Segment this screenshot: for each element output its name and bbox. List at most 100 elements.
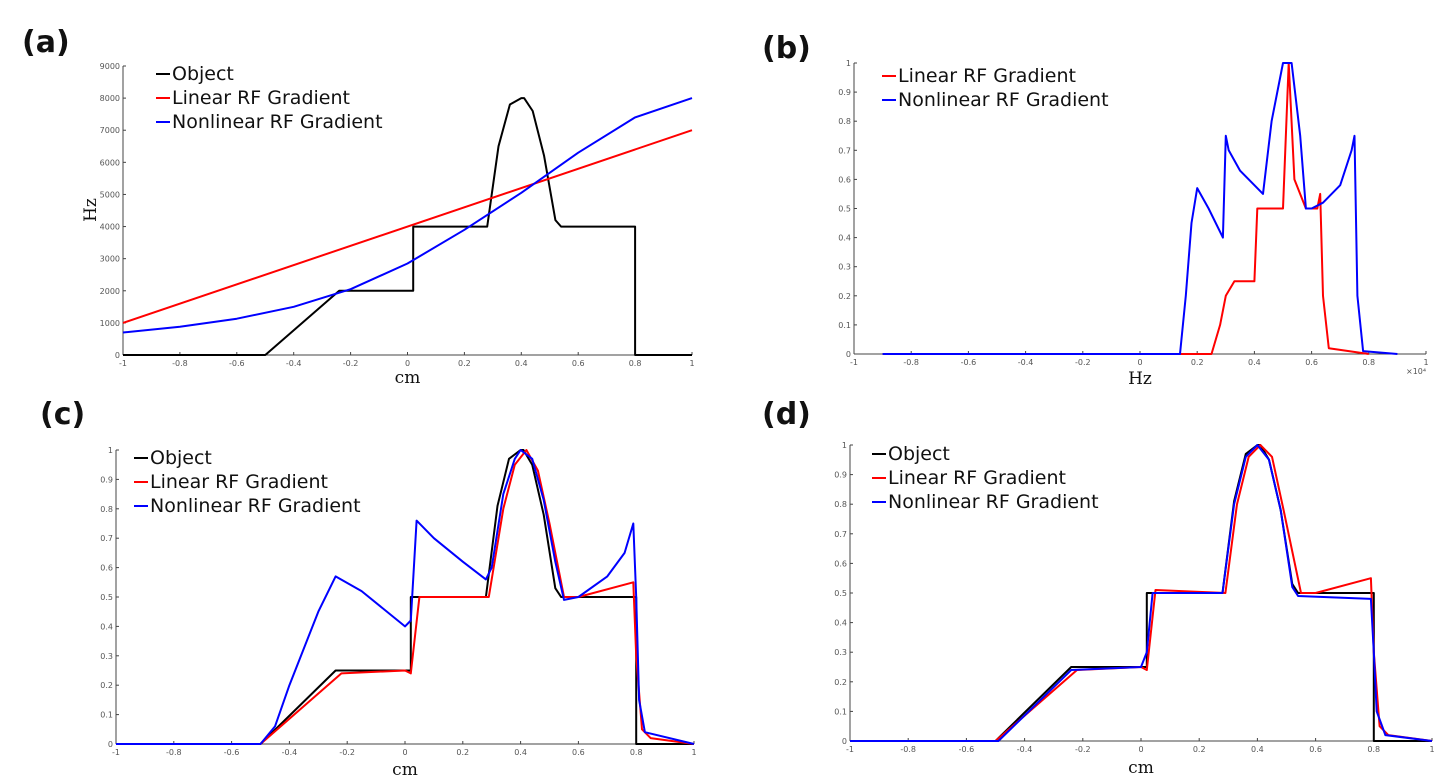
y-tick-label: 0.1 — [100, 711, 113, 720]
series-line-linear-rf-gradient-b — [882, 62, 1369, 355]
y-tick-label: 0.5 — [838, 205, 851, 214]
x-tick-label: -0.4 — [286, 359, 302, 368]
legend-entry: Nonlinear RF Gradient — [150, 495, 361, 517]
legend-entry: Nonlinear RF Gradient — [888, 491, 1099, 513]
y-tick-label: 0.3 — [100, 652, 113, 661]
y-tick-label: 0.9 — [834, 471, 847, 480]
x-tick-label: 0.2 — [456, 748, 469, 757]
legend-entry: Linear RF Gradient — [898, 65, 1076, 87]
y-tick-label: 0.2 — [834, 678, 847, 687]
y-tick-label: 0.7 — [834, 530, 847, 539]
y-tick-label: 0.7 — [838, 146, 851, 155]
x-tick-label: 0.8 — [1362, 358, 1375, 367]
x-tick-label: -1 — [846, 745, 854, 754]
y-tick-label: 0.9 — [838, 88, 851, 97]
legend-entry: Linear RF Gradient — [150, 471, 328, 493]
y-tick-label: 4000 — [100, 223, 120, 232]
x-tick-label: 0 — [1137, 358, 1142, 367]
x-tick-label: 0.4 — [515, 359, 528, 368]
y-tick-label: 0 — [846, 350, 851, 359]
x-axis-label: cm — [395, 368, 421, 388]
chart-panel-c: -1 -0.8 -0.6 -0.4 -0.2 0 0.2 0.4 0.6 0.8 1 0 0.1 0.2 0… — [100, 446, 696, 780]
x-axis-label: cm — [392, 760, 418, 780]
y-tick-label: 0.6 — [838, 175, 851, 184]
y-tick-label: 0.3 — [834, 648, 847, 657]
x-tick-label: -1 — [119, 359, 127, 368]
x-multiplier: ×10⁴ — [1406, 367, 1426, 376]
y-tick-label: 9000 — [100, 62, 120, 71]
y-tick-label: 0.6 — [100, 564, 113, 573]
series-line-object-d — [850, 444, 1432, 742]
x-tick-label: 0.6 — [1309, 745, 1322, 754]
panel-label-b: (b) — [762, 31, 811, 66]
legend-entry: Object — [150, 447, 212, 469]
y-tick-label: 2000 — [100, 287, 120, 296]
y-tick-label: 0.2 — [100, 681, 113, 690]
y-tick-label: 0.1 — [838, 321, 851, 330]
x-tick-label: 0 — [402, 748, 407, 757]
x-tick-label: -0.6 — [959, 745, 975, 754]
y-tick-label: 0.8 — [100, 505, 113, 514]
legend-entry: Nonlinear RF Gradient — [898, 89, 1109, 111]
y-tick-label: 0.8 — [834, 500, 847, 509]
panel-label-c: (c) — [40, 397, 85, 432]
y-tick-label: 8000 — [100, 94, 120, 103]
x-tick-label: -0.4 — [282, 748, 298, 757]
x-tick-label: 1 — [1423, 358, 1428, 367]
y-tick-label: 1000 — [100, 319, 120, 328]
y-tick-label: 0.1 — [834, 707, 847, 716]
x-tick-label: -0.2 — [1075, 745, 1091, 754]
y-tick-label: 0 — [115, 351, 120, 360]
x-tick-label: -0.2 — [343, 359, 359, 368]
y-tick-label: 1 — [846, 59, 851, 68]
y-tick-label: 0.8 — [838, 117, 851, 126]
x-tick-label: -0.6 — [961, 358, 977, 367]
y-tick-label: 6000 — [100, 158, 120, 167]
y-tick-label: 0 — [108, 740, 113, 749]
series-line-object-a — [123, 97, 692, 356]
x-tick-label: 0.8 — [629, 359, 642, 368]
y-tick-label: 1 — [108, 446, 113, 455]
y-tick-label: 0.3 — [838, 263, 851, 272]
x-tick-label: 0.2 — [1191, 358, 1204, 367]
x-tick-label: -0.6 — [229, 359, 245, 368]
x-axis-label: Hz — [1128, 369, 1152, 389]
chart-panel-d: -1 -0.8 -0.6 -0.4 -0.2 0 0.2 0.4 0.6 0.8 1 0 0.1 0.2 0… — [834, 441, 1434, 778]
x-tick-label: -0.8 — [903, 358, 919, 367]
chart-panel-a: -1 -0.8 -0.6 -0.4 -0.2 0 0.2 0.4 0.6 0.8 1 0 1000 200… — [81, 62, 695, 388]
y-tick-label: 0.7 — [100, 534, 113, 543]
y-tick-label: 0.2 — [838, 292, 851, 301]
x-tick-label: -0.4 — [1017, 745, 1033, 754]
x-tick-label: 0.8 — [630, 748, 643, 757]
legend-entry: Linear RF Gradient — [888, 467, 1066, 489]
x-tick-label: -0.2 — [339, 748, 355, 757]
x-tick-label: -0.2 — [1075, 358, 1091, 367]
x-tick-label: -0.8 — [172, 359, 188, 368]
x-tick-label: 0 — [405, 359, 410, 368]
x-tick-label: -0.8 — [166, 748, 182, 757]
series-line-nonlinear-rf-gradient-b — [882, 62, 1398, 355]
y-tick-label: 5000 — [100, 190, 120, 199]
x-tick-label: 1 — [691, 748, 696, 757]
y-tick-label: 0 — [842, 737, 847, 746]
series-line-nonlinear-rf-gradient-c — [116, 449, 695, 745]
x-tick-label: 0.6 — [572, 359, 585, 368]
x-tick-label: 0.6 — [572, 748, 585, 757]
y-tick-label: 0.5 — [100, 593, 113, 602]
series-line-nonlinear-rf-gradient-a — [122, 97, 693, 334]
legend-entry: Nonlinear RF Gradient — [172, 111, 383, 133]
x-tick-label: 0.2 — [458, 359, 471, 368]
chart-panel-b: -1 -0.8 -0.6 -0.4 -0.2 0 0.2 0.4 0.6 0.8 1 0 0.1 0.2 0… — [838, 59, 1428, 389]
series-line-linear-rf-gradient-c — [116, 449, 695, 745]
x-tick-label: -0.8 — [900, 745, 916, 754]
x-tick-label: -0.4 — [1018, 358, 1034, 367]
y-axis-label: Hz — [81, 198, 101, 222]
series-line-nonlinear-rf-gradient-d — [850, 444, 1433, 742]
legend-entry: Object — [172, 63, 234, 85]
x-tick-label: 0.2 — [1193, 745, 1206, 754]
y-tick-label: 0.5 — [834, 589, 847, 598]
y-tick-label: 0.4 — [838, 234, 851, 243]
legend-entry: Object — [888, 443, 950, 465]
x-tick-label: 0 — [1138, 745, 1143, 754]
